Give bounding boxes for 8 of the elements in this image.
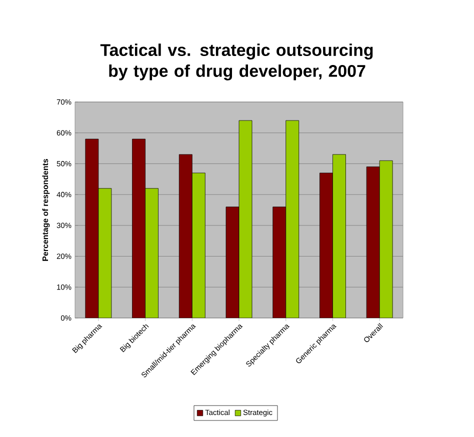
bar [226,206,240,318]
chart-title: Tactical vs. strategic outsourcing by type of drug developer, 2007 [100,44,373,80]
bar [320,172,333,318]
bar [132,138,146,318]
bar [366,166,380,318]
bar [178,154,192,318]
bar [272,206,286,318]
bar [85,138,99,318]
